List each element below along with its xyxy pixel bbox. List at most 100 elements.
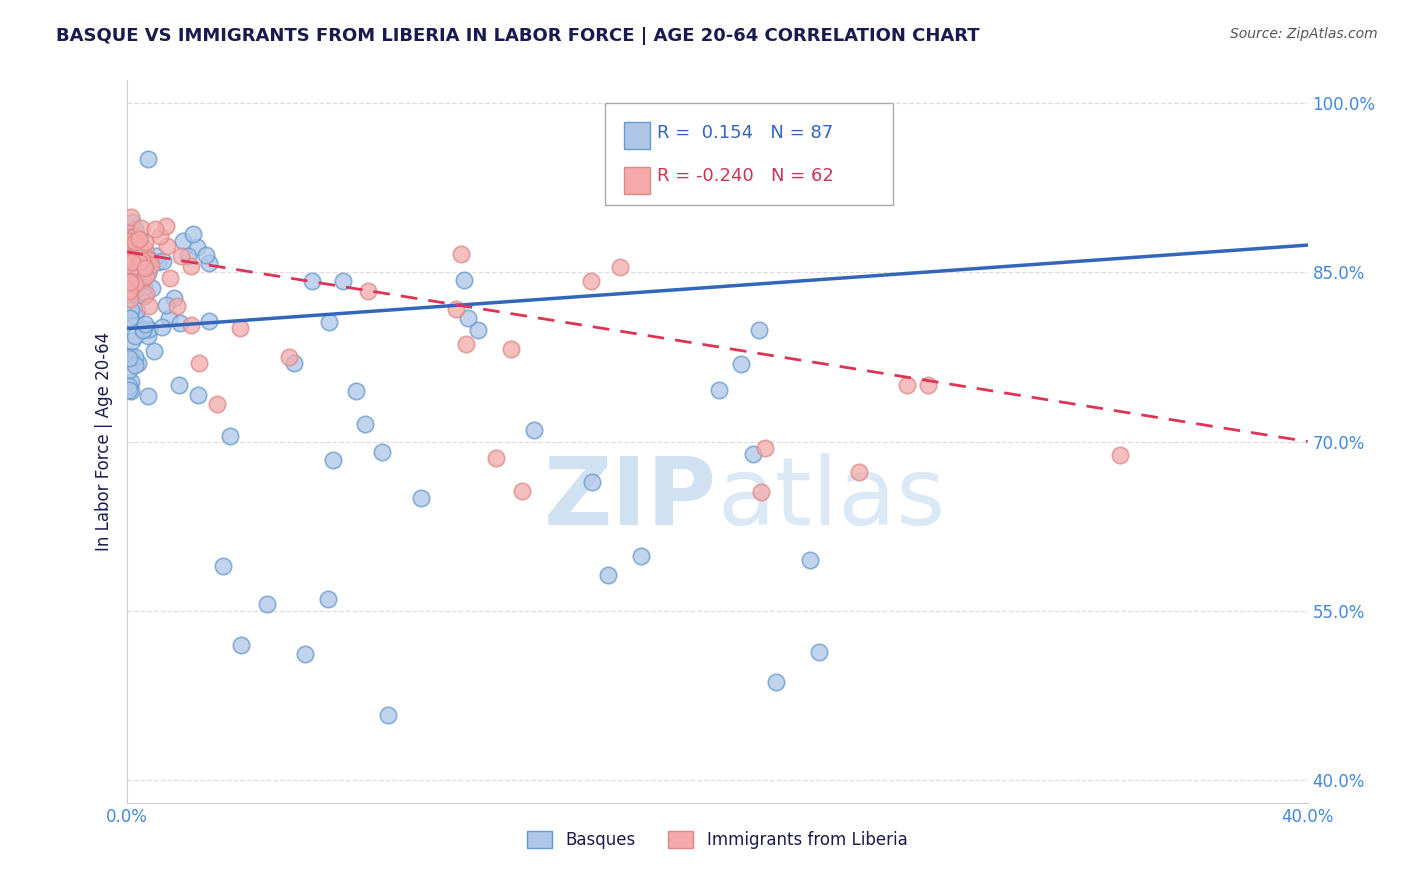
Point (510, 483, 533, 498)
Point (132, 289, 155, 303)
Point (229, 321, 252, 335)
Point (163, 292, 186, 306)
Point (120, 292, 142, 306)
Point (127, 303, 149, 318)
Point (896, 378, 918, 392)
Point (124, 350, 146, 364)
Point (172, 234, 194, 248)
Point (134, 260, 156, 274)
Point (609, 260, 631, 274)
Point (118, 285, 141, 300)
Point (129, 257, 152, 271)
Point (749, 485, 772, 500)
Point (118, 284, 141, 298)
Point (118, 249, 141, 263)
Point (167, 377, 190, 392)
Point (581, 475, 603, 489)
Point (120, 384, 142, 399)
Point (141, 281, 163, 295)
Point (917, 378, 939, 392)
Point (457, 310, 479, 325)
Point (118, 363, 141, 377)
Point (180, 318, 202, 332)
Point (118, 230, 141, 244)
Point (523, 423, 546, 437)
Point (128, 232, 150, 246)
Point (128, 254, 150, 268)
Point (139, 258, 162, 272)
Text: ZIP: ZIP (544, 453, 717, 545)
Point (118, 234, 141, 248)
Point (120, 375, 142, 389)
Point (131, 252, 153, 267)
Point (118, 351, 141, 365)
Point (346, 384, 368, 399)
Point (120, 302, 142, 317)
Point (198, 256, 221, 270)
Point (134, 260, 156, 275)
Point (186, 240, 208, 254)
Point (294, 647, 316, 661)
Point (118, 379, 141, 393)
Point (456, 336, 478, 351)
Point (169, 316, 191, 330)
Point (122, 229, 145, 244)
Point (730, 357, 752, 371)
Point (118, 270, 141, 285)
Text: Source: ZipAtlas.com: Source: ZipAtlas.com (1230, 27, 1378, 41)
Point (848, 465, 870, 479)
Point (155, 298, 177, 312)
Point (229, 638, 252, 652)
Point (121, 251, 143, 265)
Point (596, 567, 619, 582)
Point (118, 311, 141, 326)
Point (146, 255, 169, 269)
Point (754, 441, 776, 455)
Point (138, 253, 160, 268)
Point (134, 242, 156, 256)
Point (136, 153, 159, 167)
Legend: Basques, Immigrants from Liberia: Basques, Immigrants from Liberia (520, 824, 914, 856)
Point (370, 445, 392, 459)
Point (166, 299, 188, 313)
Text: atlas: atlas (717, 453, 945, 545)
Point (156, 238, 179, 252)
Point (138, 252, 160, 266)
Text: BASQUE VS IMMIGRANTS FROM LIBERIA IN LABOR FORCE | AGE 20-64 CORRELATION CHART: BASQUE VS IMMIGRANTS FROM LIBERIA IN LAB… (56, 27, 980, 45)
Point (277, 350, 299, 364)
Y-axis label: In Labor Force | Age 20-64: In Labor Force | Age 20-64 (94, 332, 112, 551)
Point (124, 358, 146, 372)
Point (444, 301, 467, 316)
Point (170, 250, 193, 264)
Point (283, 356, 305, 370)
Point (120, 210, 142, 224)
Point (127, 356, 149, 370)
Point (149, 229, 172, 244)
Point (134, 317, 156, 331)
Point (318, 315, 340, 329)
Point (136, 266, 159, 280)
Point (332, 274, 354, 288)
Point (256, 597, 278, 611)
Point (138, 299, 160, 313)
Point (118, 384, 141, 398)
Point (181, 227, 204, 242)
Point (118, 275, 141, 289)
Point (453, 273, 475, 287)
Point (136, 257, 159, 271)
Point (134, 235, 156, 249)
Point (121, 214, 143, 228)
Point (765, 675, 787, 690)
Point (799, 553, 821, 567)
Point (132, 322, 155, 336)
Point (180, 259, 202, 273)
Point (131, 323, 153, 337)
Point (219, 429, 242, 443)
Point (120, 282, 142, 296)
Text: R = -0.240   N = 62: R = -0.240 N = 62 (657, 168, 834, 186)
Point (131, 220, 153, 235)
Point (145, 249, 167, 263)
Point (118, 274, 141, 288)
Point (485, 450, 508, 465)
Text: R =  0.154   N = 87: R = 0.154 N = 87 (657, 124, 832, 142)
